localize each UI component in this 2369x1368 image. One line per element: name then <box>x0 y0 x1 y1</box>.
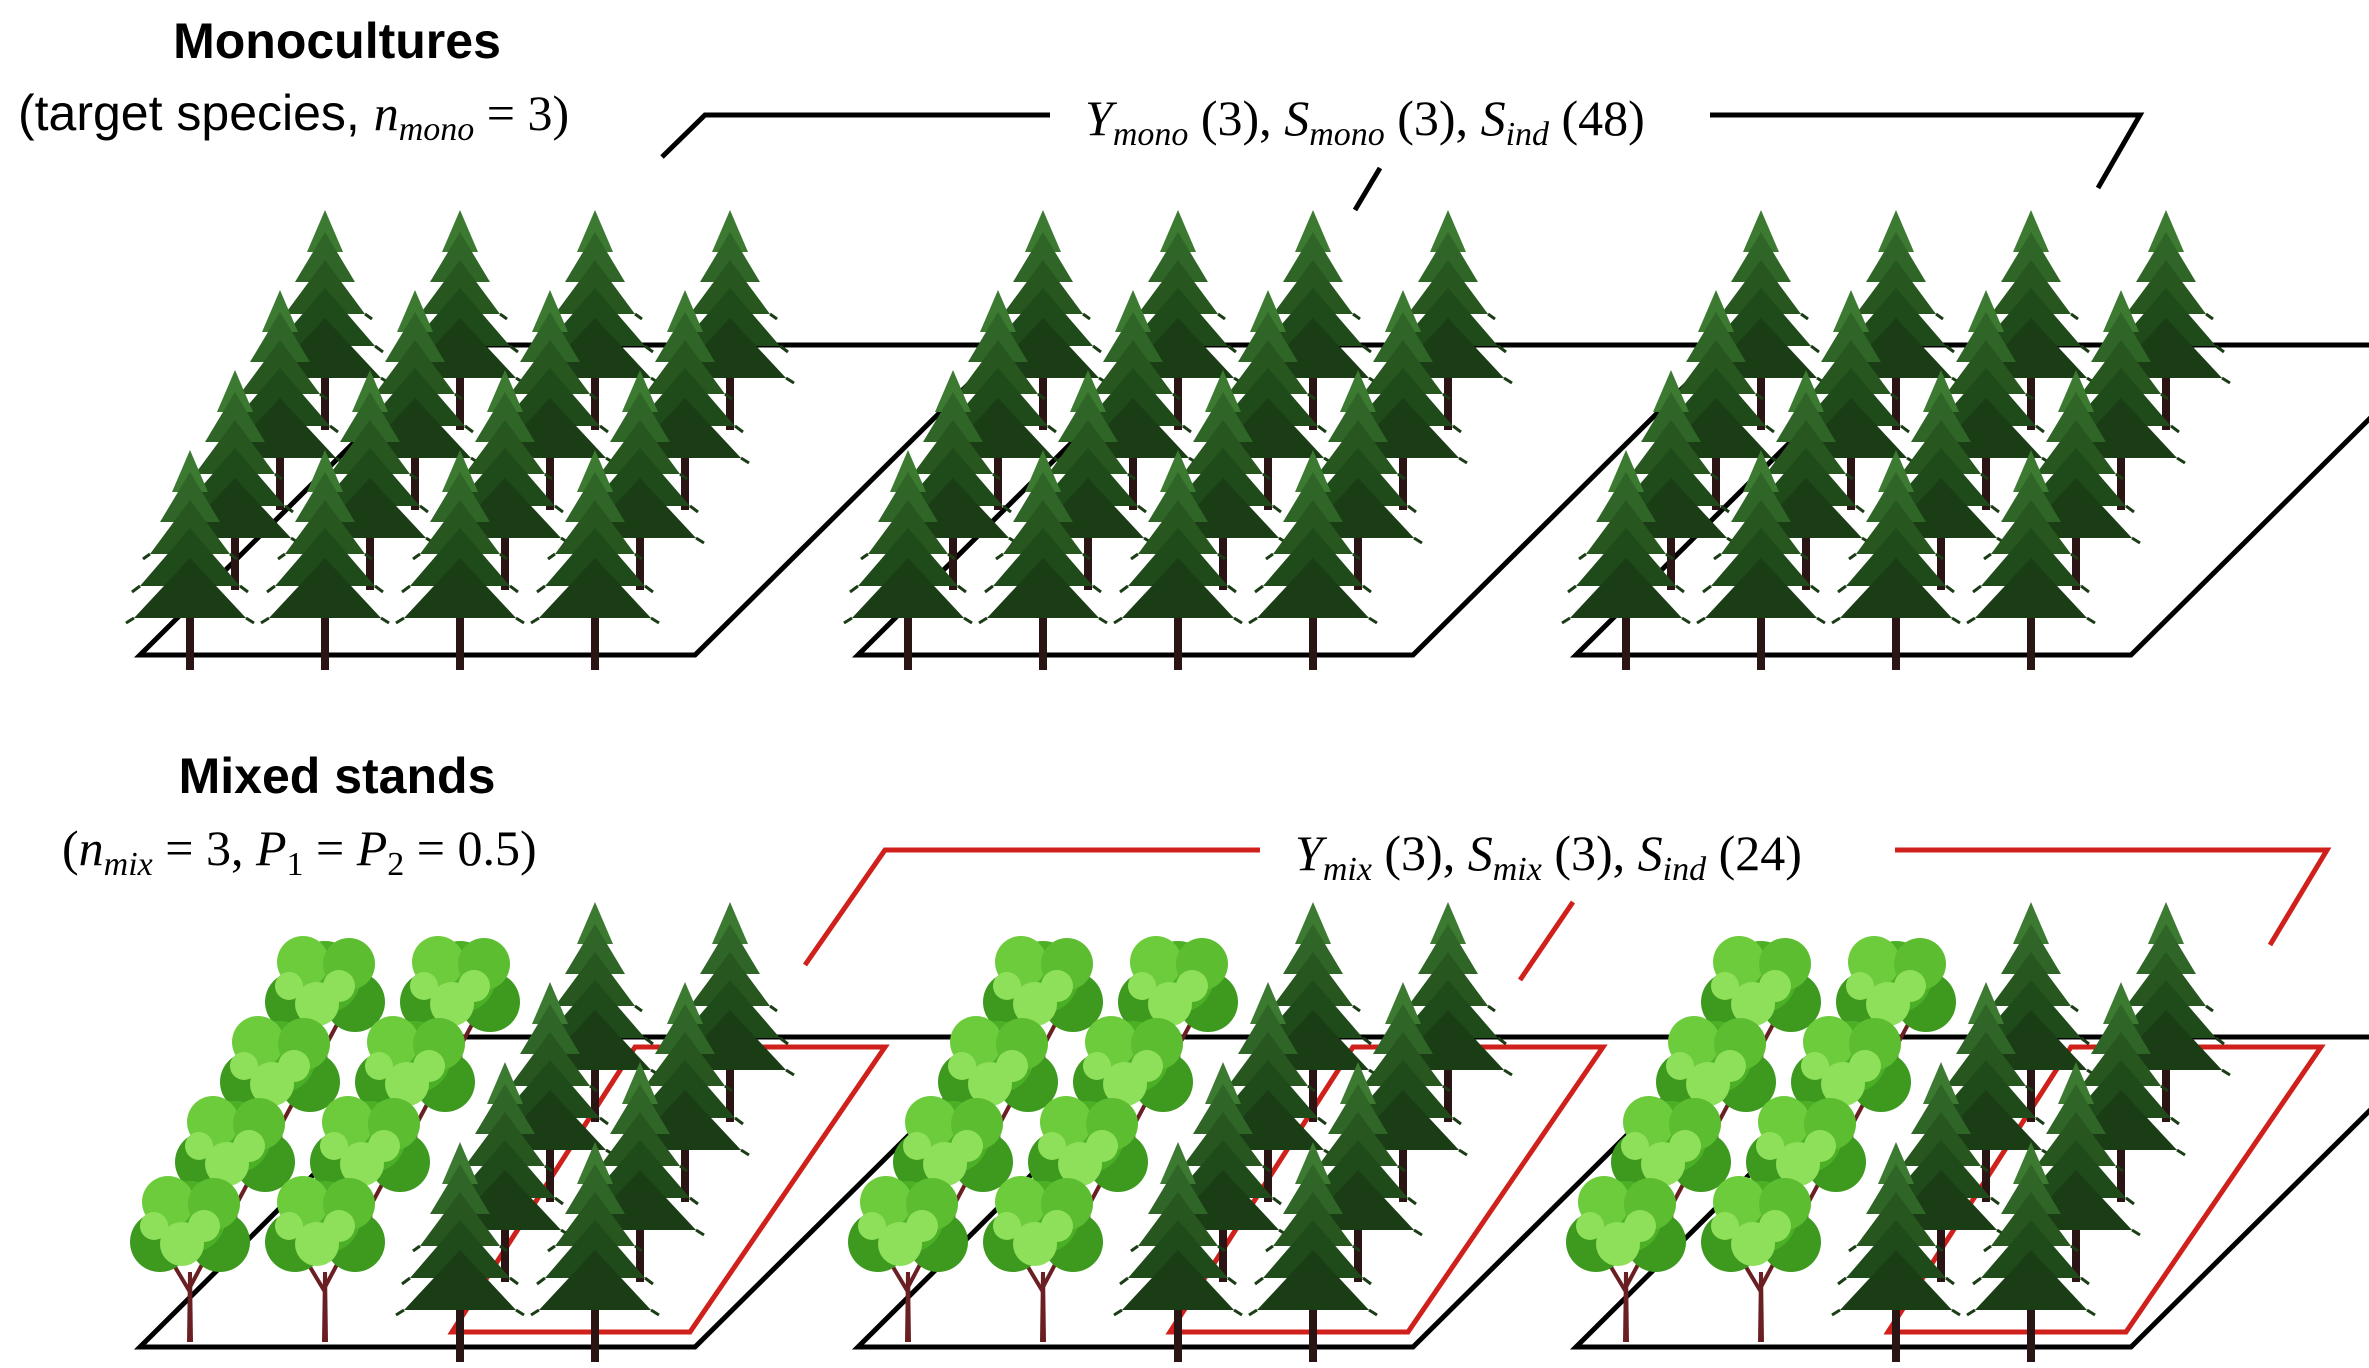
mixed-stands-subtitle: (nmix = 3, P1 = P2 = 0.5) <box>62 820 537 883</box>
mixed-stand-plots <box>128 900 2369 1364</box>
broadleaf-tree-icon <box>263 1174 387 1344</box>
broadleaf-tree-icon <box>981 1174 1105 1344</box>
mixed-plot-2 <box>846 900 1733 1364</box>
mixed-plot-1 <box>128 900 1015 1364</box>
broadleaf-tree-icon <box>846 1174 970 1344</box>
plot-outline <box>1569 342 2369 658</box>
monoculture-bracket-left <box>660 112 1050 159</box>
monoculture-bracket-label: Ymono (3), Smono (3), Sind (48) <box>1085 90 1645 153</box>
broadleaf-tree-icon <box>1699 1174 1823 1344</box>
mixed-bracket-center-tick <box>1517 900 1576 982</box>
monoculture-bracket-center-tick <box>1352 166 1383 212</box>
monoculture-bracket-right <box>1710 112 2145 190</box>
mixed-bracket-left <box>802 847 1260 967</box>
mixed-bracket-label: Ymix (3), Smix (3), Sind (24) <box>1295 825 1802 888</box>
broadleaf-tree-icon <box>128 1174 252 1344</box>
monoculture-plots <box>124 208 2369 672</box>
mixed-bracket-right <box>1895 847 2332 947</box>
broadleaf-tree-icon <box>1564 1174 1688 1344</box>
monocultures-title: Monocultures <box>173 13 501 69</box>
monoculture-plot-3 <box>1560 208 2369 672</box>
mixed-stands-title: Mixed stands <box>179 748 496 804</box>
mixed-plot-3 <box>1564 900 2369 1364</box>
monocultures-subtitle: (target species, nmono = 3) <box>18 85 569 148</box>
